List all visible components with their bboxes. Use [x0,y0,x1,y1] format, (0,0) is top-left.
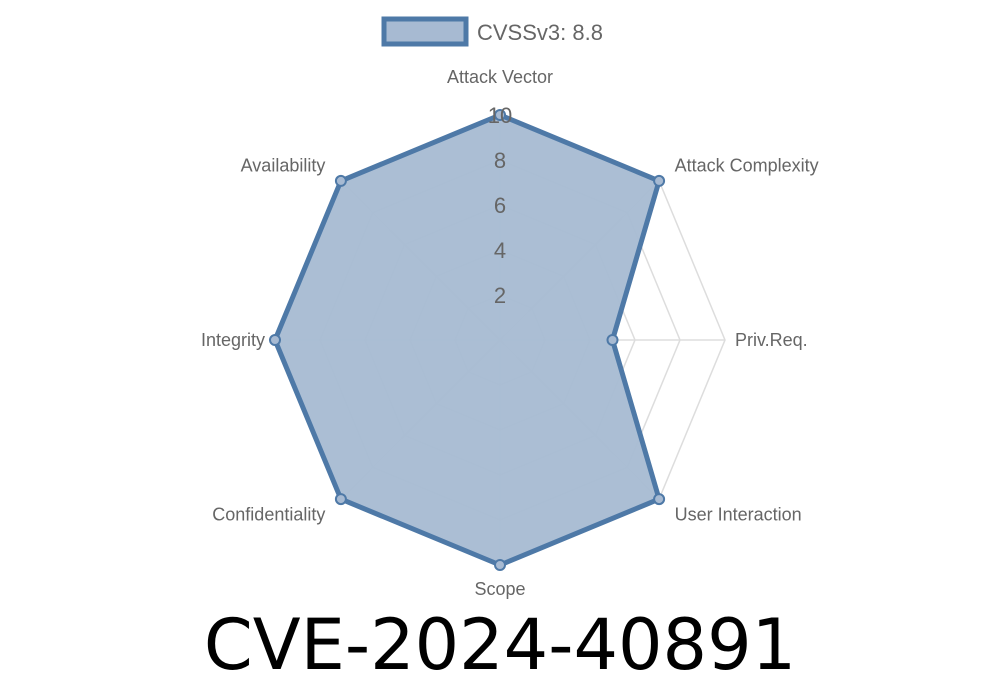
axis-label: Attack Complexity [675,155,819,175]
axis-label: User Interaction [675,505,802,525]
data-point [653,174,666,187]
data-point [269,334,281,346]
data-point [494,559,506,571]
tick-label: 2 [494,283,506,308]
axis-label: Priv.Req. [735,330,808,350]
axis-label: Integrity [201,330,265,350]
data-point [334,493,347,506]
axis-label: Confidentiality [212,505,325,525]
legend-label: CVSSv3: 8.8 [477,20,603,45]
tick-label: 8 [494,148,506,173]
cve-title: CVE-2024-40891 [203,604,797,686]
axis-label: Availability [241,155,326,175]
data-point [606,334,619,346]
tick-label: 4 [494,238,506,263]
tick-label: 6 [494,193,506,218]
axis-label: Attack Vector [447,67,553,87]
tick-label: 10 [488,103,512,128]
series-area [272,112,662,568]
data-point [334,174,347,187]
data-point [494,109,506,121]
data-point [653,493,666,506]
legend-swatch [381,16,469,47]
axis-label: Scope [474,579,525,599]
